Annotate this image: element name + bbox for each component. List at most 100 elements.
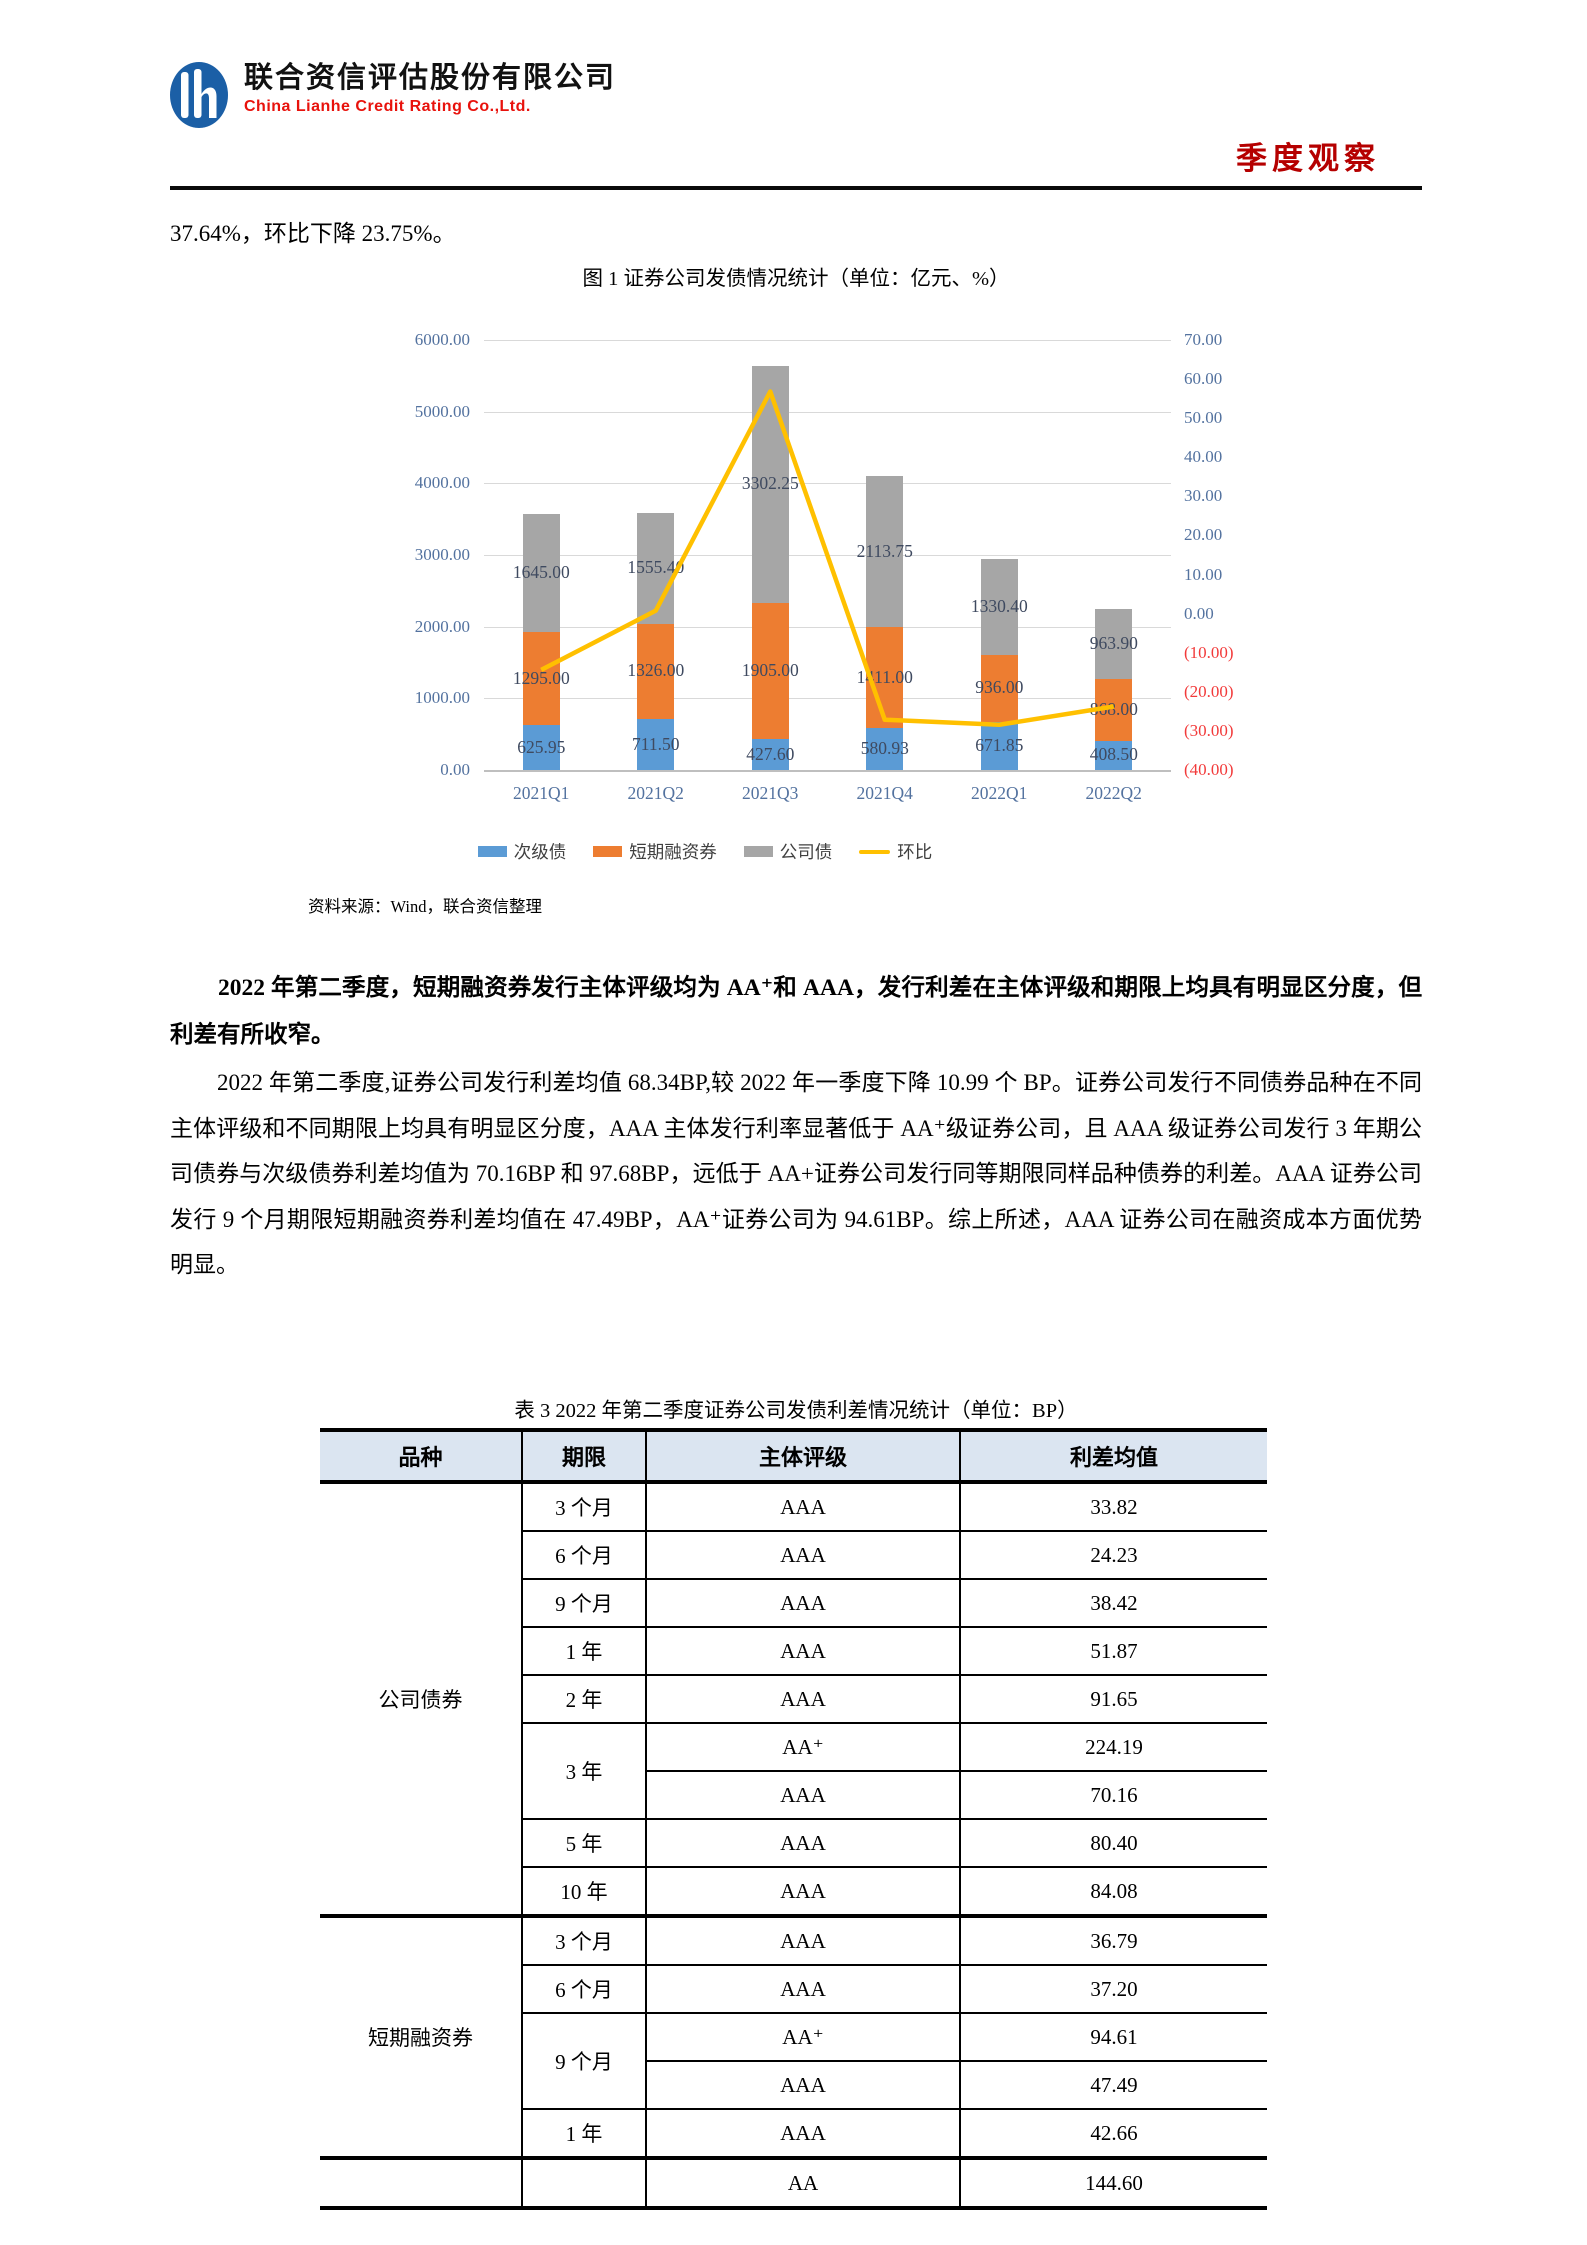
bar-label: 711.50 (632, 733, 680, 754)
table-cell: 94.61 (959, 2012, 1267, 2061)
legend-item-环比: 环比 (859, 839, 932, 864)
table3-title: 表 3 2022 年第二季度证券公司发债利差情况统计（单位：BP） (514, 1400, 1078, 1422)
gridline (484, 483, 1171, 485)
body-paragraph: 2022 年第二季度,证券公司发行利差均值 68.34BP,较 2022 年一季… (170, 1070, 1422, 1277)
bar-label: 1905.00 (741, 660, 799, 681)
y-axis-tick: 2000.00 (414, 616, 470, 636)
table-cell: 1 年 (521, 2108, 646, 2158)
logo-text-block: 联合资信评估股份有限公司 China Lianhe Credit Rating … (244, 60, 616, 116)
legend-item-短期融资券: 短期融资券 (593, 839, 717, 864)
table-cell: 38.42 (959, 1578, 1267, 1627)
gridline (484, 340, 1171, 341)
table-row: 3 年 AA⁺ 224.19 (320, 1722, 1267, 1819)
table-cell: 6 个月 (521, 1964, 646, 2013)
y2-axis-tick: 50.00 (1184, 408, 1223, 428)
bar-label: 1295.00 (512, 667, 570, 688)
legend-label: 次级债 (513, 842, 567, 862)
bar-segment-公司债 (751, 366, 789, 603)
bar-segment-次级债 (522, 725, 560, 770)
spread-table: 品种 期限 主体评级 利差均值 公司债券 3 个月 AAA 33.82 6 个月 AAA 24.2… (320, 1428, 1267, 2210)
bar-segment-短期融资券 (751, 602, 789, 740)
y2-axis-tick: 0.00 (1184, 603, 1214, 623)
table-row: 6 个月 AAA 24.23 (320, 1530, 1267, 1579)
chart-legend: 次级债 短期融资券 公司债 环比 (310, 839, 1100, 864)
header-divider (170, 186, 1422, 190)
table-cell: 80.40 (959, 1818, 1267, 1867)
y2-axis-tick: 10.00 (1184, 564, 1223, 584)
y2-axis-tick: (30.00) (1184, 720, 1234, 740)
table-cell (521, 2156, 646, 2208)
table-row: 5 年 AAA 80.40 (320, 1818, 1267, 1867)
table-cell: AAA (645, 1964, 960, 2013)
table-header-1: 期限 (521, 1428, 646, 1484)
table-cell: AAA (645, 1530, 960, 1579)
bar-segment-公司债 (1095, 609, 1133, 679)
legend-swatch-icon (477, 846, 507, 857)
bar-label: 408.50 (1089, 744, 1138, 765)
table-row: 公司债券 3 个月 AAA 33.82 (320, 1480, 1267, 1916)
bar-segment-公司债 (980, 559, 1018, 655)
table-cell: AAA (645, 1914, 960, 1965)
bar-label: 936.00 (975, 677, 1024, 698)
page-corner-title: 季度观察 (1236, 141, 1380, 176)
table-row: 1 年 AAA 42.66 (320, 2108, 1267, 2158)
y2-axis-tick: 30.00 (1184, 486, 1223, 506)
bar-label: 671.85 (975, 734, 1024, 755)
table-cell: AAA (645, 2108, 960, 2158)
table-cell: 91.65 (959, 1674, 1267, 1723)
legend-label: 环比 (897, 842, 933, 862)
table-header-row: 品种 期限 主体评级 利差均值 (320, 1428, 1267, 1484)
bar-label: 1645.00 (512, 562, 570, 583)
company-logo: 联合资信评估股份有限公司 China Lianhe Credit Rating … (168, 60, 616, 130)
table-cell: 51.87 (959, 1626, 1267, 1675)
y-axis-tick: 4000.00 (414, 473, 470, 493)
bar-segment-公司债 (522, 514, 560, 633)
table-cell: 短期融资券 (320, 1914, 522, 2158)
table-row: 9 个月 AA⁺ 94.61 (320, 2012, 1267, 2109)
table-cell: AAA (645, 1626, 960, 1675)
y-axis-tick: 1000.00 (414, 688, 470, 708)
table-row: 短期融资券 3 个月 AAA 36.79 (320, 1914, 1267, 2158)
bar-segment-公司债 (866, 475, 904, 628)
table-cell: AAA (645, 1480, 960, 1531)
table-cell: 3 个月 (521, 1914, 646, 1965)
legend-label: 公司债 (779, 842, 833, 862)
table-cell: 70.16 (959, 1770, 1267, 1819)
bar-label: 427.60 (746, 743, 795, 764)
figure1-title: 图 1 证券公司发债情况统计（单位：亿元、%） (582, 268, 1010, 290)
intro-sentence: 37.64%，环比下降 23.75%。 (170, 221, 456, 246)
y-axis-tick: 6000.00 (414, 330, 470, 349)
bar-segment-公司债 (637, 512, 675, 624)
bar-label: 2113.75 (856, 540, 913, 561)
x-axis-label: 2021Q4 (856, 783, 913, 803)
table-header-0: 品种 (320, 1428, 522, 1484)
table-cell: AA⁺ (645, 1722, 960, 1771)
bar-label: 625.95 (517, 736, 566, 757)
bar-label: 1330.40 (970, 596, 1028, 617)
bar-label: 963.90 (1089, 632, 1138, 653)
table-cell: 9 个月 (521, 1578, 646, 1627)
bar-segment-次级债 (980, 721, 1018, 770)
legend-swatch-icon (859, 849, 891, 854)
bar-segment-次级债 (637, 719, 675, 770)
gridline (484, 411, 1171, 413)
bar-label: 1555.40 (627, 557, 685, 578)
lianhe-logo-icon (170, 62, 228, 128)
gridline (484, 770, 1171, 772)
table-cell: 84.08 (959, 1866, 1267, 1916)
table-cell: AA⁺ (645, 2012, 960, 2061)
y-axis-tick: 0.00 (440, 760, 470, 779)
table-cell: 24.23 (959, 1530, 1267, 1579)
table-cell: AAA (645, 2060, 960, 2109)
bar-segment-次级债 (866, 728, 904, 770)
legend-item-次级债: 次级债 (477, 839, 567, 864)
x-axis-label: 2022Q1 (971, 783, 1028, 803)
bar-label: 580.93 (860, 738, 909, 759)
table3-wrap: 品种 期限 主体评级 利差均值 公司债券 3 个月 AAA 33.82 6 个月 AAA 24.2… (320, 1428, 1267, 2210)
y2-axis-tick: 70.00 (1184, 330, 1223, 349)
table-cell: AA (645, 2156, 960, 2208)
table-cell: 9 个月 (521, 2012, 646, 2109)
table-row: AAA 47.49 (320, 2060, 1267, 2109)
table-cell: AAA (645, 1770, 960, 1819)
